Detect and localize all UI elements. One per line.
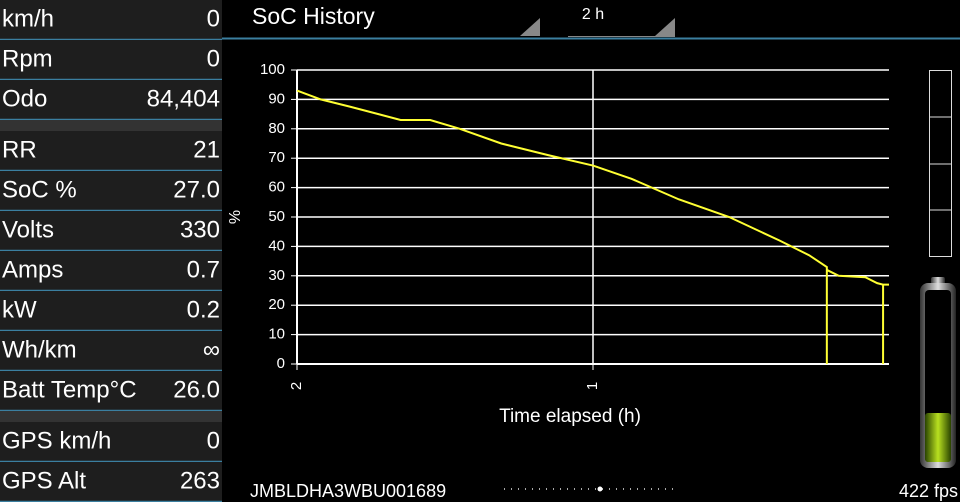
- x-tick-label: 1: [584, 382, 601, 390]
- group-gap: [0, 120, 222, 131]
- dropdown-arrow[interactable]: [655, 18, 675, 36]
- y-tick-label: 70: [268, 149, 285, 166]
- y-tick-label: 80: [268, 120, 285, 137]
- row-label: Amps: [2, 256, 63, 283]
- row-label: GPS km/h: [2, 427, 111, 454]
- row-bg: [0, 40, 222, 80]
- y-tick-label: 20: [268, 296, 285, 313]
- row-label: Volts: [2, 216, 54, 243]
- row-label: Wh/km: [2, 336, 77, 363]
- row-value: 21: [193, 136, 220, 163]
- row-label: km/h: [2, 5, 54, 32]
- row-label: SoC %: [2, 176, 77, 203]
- y-tick-label: 60: [268, 179, 285, 196]
- row-bg: [0, 422, 222, 462]
- row-value: 27.0: [173, 176, 220, 203]
- row-label: kW: [2, 296, 37, 323]
- row-bg: [0, 171, 222, 211]
- y-tick-label: 50: [268, 208, 285, 225]
- fps: 422 fps: [899, 481, 958, 501]
- row-bg: [0, 371, 222, 411]
- y-tick-label: 0: [277, 355, 285, 372]
- row-value: 0: [207, 427, 220, 454]
- vin: JMBLDHA3WBU001689: [250, 481, 446, 501]
- bar-indicator: [929, 70, 952, 257]
- row-value: ∞: [203, 336, 220, 363]
- battery-icon: [920, 277, 956, 468]
- row-bg: [0, 0, 222, 40]
- row-value: 330: [180, 216, 220, 243]
- y-tick-label: 90: [268, 90, 285, 107]
- screen-title: SoC History: [252, 3, 375, 29]
- y-tick-label: 40: [268, 237, 285, 254]
- row-bg: [0, 80, 222, 120]
- row-bg: [0, 291, 222, 331]
- group-gap: [0, 411, 222, 422]
- y-axis-title: %: [227, 210, 244, 224]
- row-label: RR: [2, 136, 37, 163]
- row-value: 0.2: [187, 296, 220, 323]
- row-label: Odo: [2, 85, 47, 112]
- y-tick-label: 30: [268, 267, 285, 284]
- x-axis-title: Time elapsed (h): [499, 406, 641, 427]
- row-bg: [0, 211, 222, 251]
- row-value: 26.0: [173, 376, 220, 403]
- row-label: Rpm: [2, 45, 53, 72]
- row-label: GPS Alt: [2, 467, 86, 494]
- row-value: 0: [207, 5, 220, 32]
- dropdown-arrow[interactable]: [520, 18, 540, 36]
- y-tick-label: 10: [268, 326, 285, 343]
- y-tick-label: 100: [260, 61, 285, 78]
- pager-current[interactable]: [597, 486, 603, 492]
- row-bg: [0, 131, 222, 171]
- soc-line: [296, 89, 889, 364]
- row-label: Batt Temp°C: [2, 376, 137, 403]
- range-selector[interactable]: 2 h: [582, 6, 604, 23]
- row-bg: [0, 251, 222, 291]
- row-bg: [0, 331, 222, 371]
- row-value: 263: [180, 467, 220, 494]
- row-value: 84,404: [147, 85, 220, 112]
- row-value: 0.7: [187, 256, 220, 283]
- row-value: 0: [207, 45, 220, 72]
- x-tick-label: 2: [288, 382, 305, 390]
- row-bg: [0, 462, 222, 502]
